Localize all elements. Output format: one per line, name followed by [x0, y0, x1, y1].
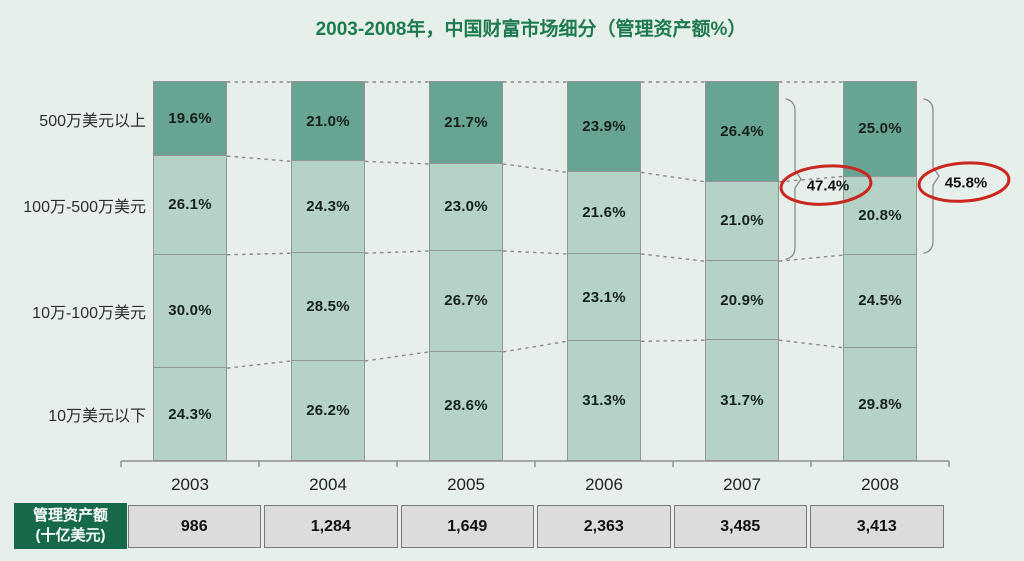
connector-dashed-line [640, 171, 706, 183]
aum-value-cell-2007: 3,485 [673, 505, 807, 548]
bar-segment-2003-row3: 24.3% [154, 368, 226, 460]
aum-value-cell-2005: 1,649 [400, 505, 534, 548]
connector-dashed-line [364, 160, 430, 165]
segment-value-label: 24.3% [168, 405, 212, 423]
connector-dashed-line [778, 254, 844, 262]
segment-value-label: 26.7% [444, 292, 488, 310]
bar-segment-2008-row2: 24.5% [844, 255, 916, 348]
connector-dashed-line [502, 250, 568, 255]
highlight-ellipse [917, 161, 1011, 203]
x-axis-label-2008: 2008 [861, 475, 899, 494]
bar-segment-2006-row2: 23.1% [568, 253, 640, 342]
segment-value-label: 28.6% [444, 397, 488, 415]
bar-segment-2005-row0: 21.7% [430, 82, 502, 165]
segment-value-label: 26.1% [168, 196, 212, 214]
segment-value-label: 28.5% [306, 298, 350, 316]
aum-table-header-line2: (十亿美元) [35, 527, 106, 544]
bar-2004: 21.0% 24.3% 28.5% 26.2% [291, 81, 365, 461]
segment-value-label: 26.4% [720, 122, 764, 140]
row-label-3: 10万美元以下 [48, 408, 146, 426]
bar-segment-2006-row3: 31.3% [568, 341, 640, 460]
aum-value-cell-2004: 1,284 [264, 505, 398, 548]
bar-segment-2007-row2: 20.9% [706, 261, 778, 341]
row-label-1: 100万-500万美元 [23, 199, 146, 217]
connector-dashed-line [226, 252, 292, 256]
bar-2003: 19.6% 26.1% 30.0% 24.3% [153, 81, 227, 461]
row-label-0: 500万美元以上 [39, 113, 146, 131]
segment-value-label: 21.0% [720, 212, 764, 230]
bar-segment-2008-row3: 29.8% [844, 347, 916, 461]
segment-value-label: 29.8% [858, 395, 902, 413]
bar-segment-2005-row2: 26.7% [430, 250, 502, 352]
segment-value-label: 21.6% [582, 204, 626, 222]
segment-value-label: 20.8% [858, 206, 902, 224]
chart-title: 2003-2008年，中国财富市场细分（管理资产额%） [315, 19, 747, 40]
bar-segment-2005-row3: 28.6% [430, 351, 502, 460]
aum-value-cell-2008: 3,413 [810, 505, 944, 548]
connector-dashed-line [640, 253, 706, 262]
connector-dashed-line [226, 360, 292, 369]
bar-segment-2007-row3: 31.7% [706, 340, 778, 460]
segment-value-label: 21.7% [444, 114, 488, 131]
x-axis-label-2007: 2007 [723, 475, 761, 494]
segment-value-label: 19.6% [168, 110, 212, 128]
bar-segment-2006-row0: 23.9% [568, 82, 640, 173]
bar-segment-2008-row0: 25.0% [844, 82, 916, 177]
connector-dashed-line [502, 163, 568, 174]
segment-value-label: 25.0% [858, 120, 902, 138]
bar-2005: 21.7% 23.0% 26.7% 28.6% [429, 81, 503, 461]
aum-value-cell-2003: 986 [127, 505, 261, 548]
segment-value-label: 20.9% [720, 291, 764, 309]
connector-dashed-line [364, 351, 430, 362]
segment-value-label: 24.3% [306, 198, 350, 216]
bar-segment-2004-row2: 28.5% [292, 253, 364, 361]
segment-value-label: 24.5% [858, 292, 902, 310]
connector-dashed-line [778, 175, 844, 183]
connector-dashed-line [778, 339, 844, 349]
bar-segment-2007-row0: 26.4% [706, 82, 778, 182]
bar-segment-2003-row2: 30.0% [154, 254, 226, 369]
bar-segment-2008-row1: 20.8% [844, 176, 916, 256]
bar-segment-2004-row3: 26.2% [292, 360, 364, 460]
segment-value-label: 26.2% [306, 401, 350, 419]
bar-2008: 25.0% 20.8% 24.5% 29.8% [843, 81, 917, 461]
bar-segment-2006-row1: 21.6% [568, 172, 640, 254]
segment-value-label: 30.0% [168, 302, 212, 320]
x-axis-label-2004: 2004 [309, 475, 347, 494]
segment-value-label: 23.1% [582, 288, 626, 306]
connector-dashed-line [226, 155, 292, 163]
row-label-2: 10万-100万美元 [32, 305, 146, 323]
segment-value-label: 23.9% [582, 118, 626, 136]
bar-segment-2005-row1: 23.0% [430, 164, 502, 251]
connector-dashed-line [502, 340, 568, 353]
aum-table-header: 管理资产额 (十亿美元) [14, 503, 127, 549]
bar-segment-2004-row1: 24.3% [292, 161, 364, 254]
sum-annotation-2008: 45.8% [917, 98, 1011, 254]
x-axis-label-2003: 2003 [171, 475, 209, 494]
brace-bracket [923, 98, 940, 254]
aum-value-cell-2006: 2,363 [537, 505, 671, 548]
annotation-label: 45.8% [945, 175, 988, 192]
segment-value-label: 31.7% [720, 391, 764, 409]
bar-segment-2007-row1: 21.0% [706, 181, 778, 262]
segment-value-label: 23.0% [444, 198, 488, 216]
segment-value-label: 21.0% [306, 112, 350, 130]
segment-value-label: 31.3% [582, 391, 626, 409]
bar-segment-2003-row0: 19.6% [154, 82, 226, 157]
bar-segment-2003-row1: 26.1% [154, 156, 226, 255]
x-axis-label-2006: 2006 [585, 475, 623, 494]
connector-dashed-line [640, 339, 706, 343]
bar-2006: 23.9% 21.6% 23.1% 31.3% [567, 81, 641, 461]
connector-dashed-line [364, 250, 430, 254]
brace-bracket [785, 98, 802, 260]
aum-table-header-line1: 管理资产额 [32, 506, 108, 524]
bar-segment-2004-row0: 21.0% [292, 82, 364, 162]
bar-2007: 26.4% 21.0% 20.9% 31.7% [705, 81, 779, 461]
x-axis-label-2005: 2005 [447, 475, 485, 494]
